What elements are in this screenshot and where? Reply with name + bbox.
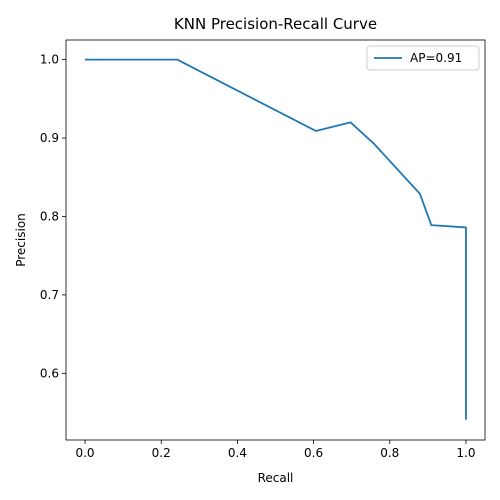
y-tick-label: 0.6: [40, 366, 59, 380]
series-line-0: [85, 58, 467, 420]
x-tick-label: 0.4: [228, 446, 247, 460]
x-axis-ticks: 0.0 0.2 0.4 0.6 0.8 1.0: [75, 440, 476, 460]
y-tick-label: 0.7: [40, 288, 59, 302]
x-tick-label: 0.8: [380, 446, 399, 460]
x-tick-label: 0.6: [304, 446, 323, 460]
y-tick-label: 0.9: [40, 131, 59, 145]
y-axis-ticks: 0.6 0.7 0.8 0.9 1.0: [40, 53, 66, 380]
x-tick-label: 1.0: [456, 446, 475, 460]
y-axis-label: Precision: [14, 213, 28, 267]
legend-label: AP=0.91: [410, 51, 462, 65]
legend-box: [366, 45, 480, 71]
plot-area: [65, 39, 486, 441]
x-tick-label: 0.2: [152, 446, 171, 460]
y-tick-label: 0.8: [40, 209, 59, 223]
legend: AP=0.91: [366, 45, 480, 71]
series-layer: [85, 58, 467, 420]
x-axis-label: Recall: [258, 471, 294, 485]
chart-title: KNN Precision-Recall Curve: [174, 15, 377, 33]
x-tick-label: 0.0: [75, 446, 94, 460]
y-tick-label: 1.0: [40, 53, 59, 67]
